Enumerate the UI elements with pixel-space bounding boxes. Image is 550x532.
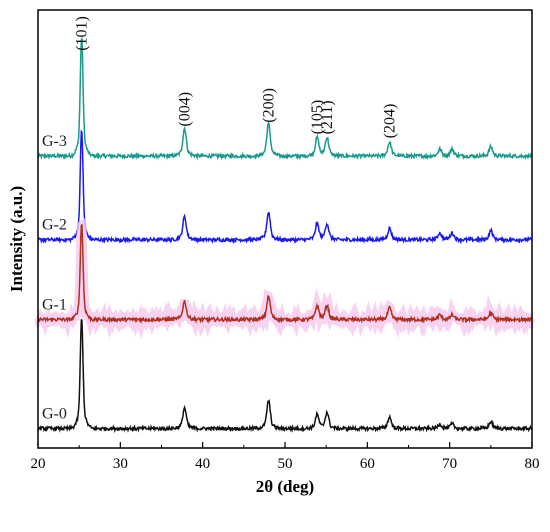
peak-label: (211)	[319, 100, 336, 134]
x-tick-label: 20	[31, 456, 46, 472]
x-tick-label: 60	[360, 456, 375, 472]
peak-label: (105)	[309, 100, 326, 135]
series-label: G-0	[42, 406, 67, 423]
x-tick-label: 70	[442, 456, 457, 472]
series-label: G-2	[42, 217, 67, 234]
peak-label: (204)	[382, 104, 399, 139]
series-line-g-0	[37, 319, 533, 434]
plot-frame	[37, 9, 533, 449]
series-line-g-1	[37, 223, 533, 325]
x-axis-title: 2θ (deg)	[256, 477, 314, 496]
x-tick-label: 80	[525, 456, 540, 472]
peak-label: (004)	[177, 92, 194, 127]
peak-label: (200)	[261, 88, 278, 123]
x-tick-label: 40	[195, 456, 210, 472]
peak-label: (101)	[74, 16, 91, 51]
series-line-g-2	[37, 129, 533, 245]
series-label: G-3	[42, 133, 67, 150]
ticks-layer: 20 30 40 50 60 70 80	[31, 442, 540, 472]
x-tick-label: 50	[278, 456, 293, 472]
labels-layer: (101) (004) (200) (105)(211) (204)	[74, 16, 399, 138]
x-tick-label: 30	[113, 456, 128, 472]
series-label: G-1	[42, 297, 67, 314]
series-layer: G-3 G-2 G-1 G-0	[34, 36, 535, 434]
y-axis-title: Intensity (a.u.)	[7, 186, 26, 292]
series-line-g-3	[37, 36, 533, 161]
